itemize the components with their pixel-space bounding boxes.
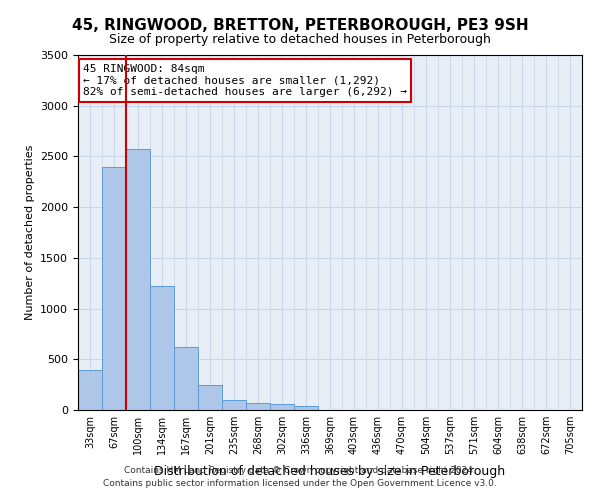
- Bar: [102, 166, 126, 410]
- Text: 45, RINGWOOD, BRETTON, PETERBOROUGH, PE3 9SH: 45, RINGWOOD, BRETTON, PETERBOROUGH, PE3…: [71, 18, 529, 32]
- Bar: [126, 150, 150, 410]
- Bar: [222, 400, 246, 410]
- Bar: [198, 384, 222, 410]
- Y-axis label: Number of detached properties: Number of detached properties: [25, 145, 35, 320]
- X-axis label: Distribution of detached houses by size in Peterborough: Distribution of detached houses by size …: [154, 466, 506, 478]
- Bar: [246, 404, 270, 410]
- Text: Contains HM Land Registry data © Crown copyright and database right 2024.
Contai: Contains HM Land Registry data © Crown c…: [103, 466, 497, 487]
- Bar: [294, 406, 318, 410]
- Text: 45 RINGWOOD: 84sqm
← 17% of detached houses are smaller (1,292)
82% of semi-deta: 45 RINGWOOD: 84sqm ← 17% of detached hou…: [83, 64, 407, 97]
- Bar: [270, 404, 294, 410]
- Text: Size of property relative to detached houses in Peterborough: Size of property relative to detached ho…: [109, 32, 491, 46]
- Bar: [78, 370, 102, 410]
- Bar: [150, 286, 174, 410]
- Bar: [174, 347, 198, 410]
